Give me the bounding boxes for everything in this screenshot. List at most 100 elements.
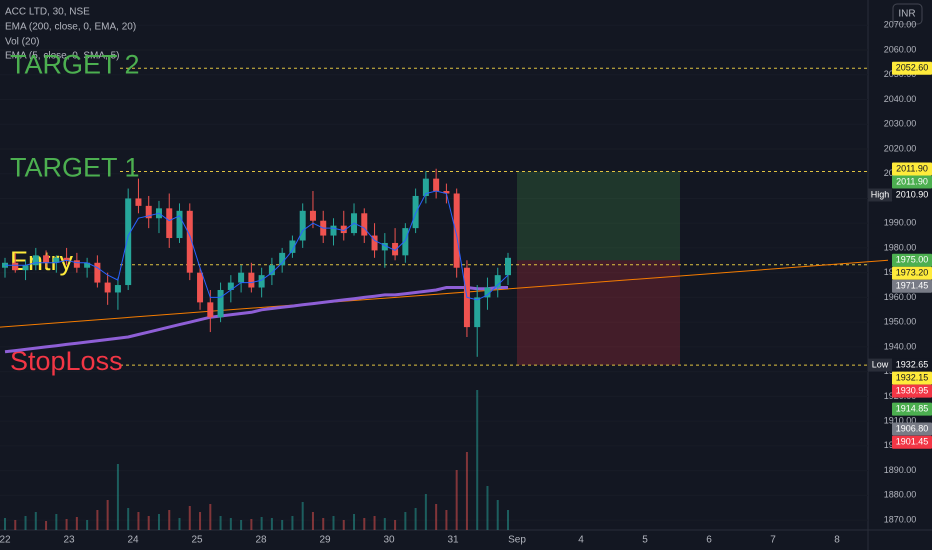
volume-bar xyxy=(219,516,222,530)
candle-body xyxy=(433,178,440,192)
candle-body xyxy=(505,257,511,276)
y-tick-label: 1950.00 xyxy=(884,317,917,327)
candle-body xyxy=(32,255,39,266)
volume-bar xyxy=(435,504,438,530)
candle-body xyxy=(43,255,50,263)
volume-bar xyxy=(86,520,89,530)
candle-body xyxy=(217,289,224,318)
x-tick-label: 22 xyxy=(0,535,11,546)
legend-indicator: EMA (200, close, 0, EMA, 20) xyxy=(5,22,136,33)
candle-body xyxy=(63,257,70,261)
candle-body xyxy=(443,191,450,194)
volume-bar xyxy=(55,514,58,530)
volume-bar xyxy=(353,514,356,530)
volume-bar xyxy=(322,518,325,530)
price-label-box xyxy=(892,384,932,398)
candle-body xyxy=(474,297,481,328)
profit-zone xyxy=(517,171,680,261)
candle-body xyxy=(104,282,111,293)
candle-body xyxy=(84,262,91,268)
y-tick-label: 1940.00 xyxy=(884,341,917,351)
volume-bar xyxy=(168,510,171,530)
price-label-box xyxy=(892,188,932,202)
candle-body xyxy=(238,272,245,283)
volume-bar xyxy=(486,486,489,530)
price-label-box xyxy=(892,175,932,189)
price-label: 2052.60 xyxy=(896,63,929,73)
x-tick-label: 8 xyxy=(834,535,840,546)
volume-bar xyxy=(96,510,99,530)
x-tick-label: 28 xyxy=(255,535,267,546)
y-tick-label: 2020.00 xyxy=(884,143,917,153)
legend-indicator: EMA (5, close, 0, SMA, 5) xyxy=(5,51,119,62)
y-tick-label: 1960.00 xyxy=(884,292,917,302)
price-label-box xyxy=(892,422,932,436)
candle-body xyxy=(258,275,265,288)
ema-fast xyxy=(5,190,509,301)
candle-body xyxy=(371,235,378,251)
trendline xyxy=(0,259,889,328)
volume-bar xyxy=(4,518,6,530)
volume-bar xyxy=(45,521,48,530)
price-label-box xyxy=(892,435,932,449)
volume-bar xyxy=(332,516,335,530)
candle-body xyxy=(484,287,491,298)
price-label: 1971.45 xyxy=(896,281,929,291)
price-label-box xyxy=(892,253,932,267)
volume-bar xyxy=(199,512,202,530)
price-label-box xyxy=(892,266,932,280)
price-label: 2011.90 xyxy=(896,163,928,173)
price-label-box xyxy=(892,162,932,176)
candle-body xyxy=(135,198,142,206)
level-label: StopLoss xyxy=(10,346,123,376)
volume-bar xyxy=(363,518,366,530)
x-tick-label: 25 xyxy=(191,535,203,546)
candle-body xyxy=(494,275,501,288)
candle-body xyxy=(299,210,306,241)
candle-body xyxy=(227,282,234,290)
x-tick-label: 31 xyxy=(447,535,459,546)
volume-bar xyxy=(65,519,68,530)
candle-body xyxy=(412,195,419,229)
volume-bar xyxy=(281,520,284,530)
volume-bar xyxy=(229,518,232,530)
volume-bar xyxy=(24,516,27,530)
candle-body xyxy=(145,205,152,219)
volume-bar xyxy=(14,520,17,530)
level-label: TARGET 1 xyxy=(10,153,140,183)
candle-body xyxy=(453,193,460,268)
price-tag-box xyxy=(868,188,892,202)
candle-body xyxy=(340,225,347,234)
y-tick-label: 2030.00 xyxy=(884,119,917,129)
price-label: 1930.95 xyxy=(896,385,929,395)
volume-bar xyxy=(188,506,191,530)
currency-label: INR xyxy=(898,9,915,20)
candle-body xyxy=(114,285,121,293)
price-tag-box xyxy=(868,358,892,372)
price-label: 1906.80 xyxy=(896,423,929,433)
volume-bar xyxy=(394,520,397,530)
volume-bar xyxy=(34,512,37,530)
candle-body xyxy=(381,242,388,251)
price-label-box xyxy=(892,371,932,385)
volume-bar xyxy=(342,520,345,530)
volume-bar xyxy=(75,517,78,530)
candle-body xyxy=(361,213,368,236)
volume-bar xyxy=(414,508,417,530)
volume-bar xyxy=(291,516,294,530)
volume-bar xyxy=(127,508,130,530)
volume-bar xyxy=(178,518,181,530)
volume-bar xyxy=(250,519,253,530)
currency-button[interactable] xyxy=(892,3,923,25)
volume-bar xyxy=(270,518,273,530)
candle-body xyxy=(22,265,29,271)
y-tick-label: 1870.00 xyxy=(884,514,917,524)
volume-bar xyxy=(404,512,407,530)
volume-bar xyxy=(383,518,386,530)
candle-body xyxy=(207,302,214,318)
candle-body xyxy=(402,228,409,256)
x-tick-label: 7 xyxy=(770,535,776,546)
candle-body xyxy=(279,252,286,266)
y-tick-label: 1890.00 xyxy=(884,465,917,475)
